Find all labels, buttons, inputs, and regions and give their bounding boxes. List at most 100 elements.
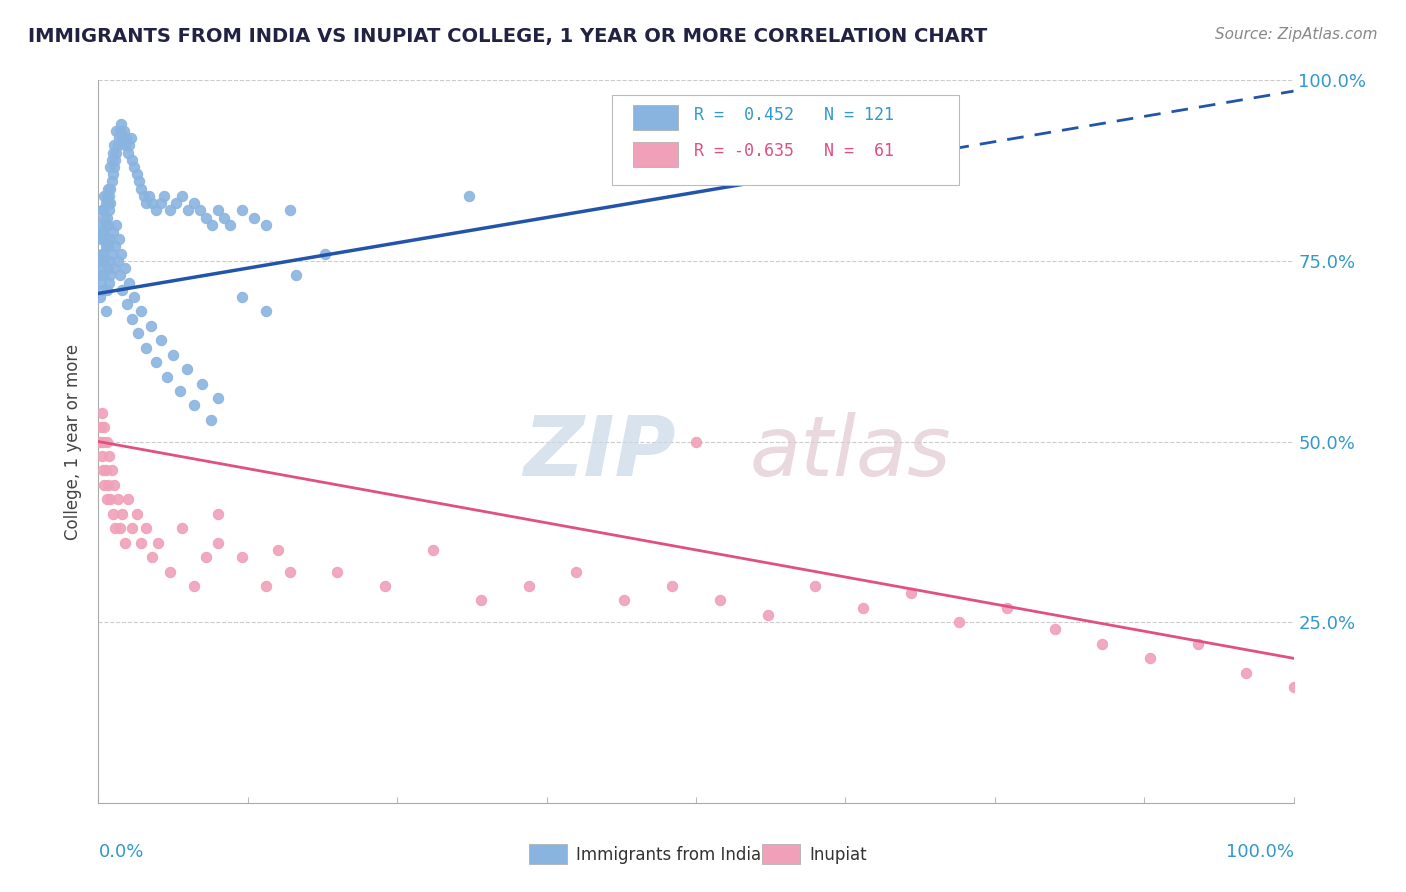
Point [117, 145, 139, 160]
Point [131, 304, 153, 318]
Point [98, 189, 121, 203]
Point [96, 211, 118, 225]
Point [98, 232, 122, 246]
Point [93, 478, 115, 492]
Point [105, 218, 128, 232]
Point [172, 189, 194, 203]
Point [103, 478, 125, 492]
Point [165, 196, 187, 211]
Point [470, 593, 492, 607]
Point [89, 434, 111, 449]
Text: IMMIGRANTS FROM INDIA VS INUPIAT COLLEGE, 1 YEAR OR MORE CORRELATION CHART: IMMIGRANTS FROM INDIA VS INUPIAT COLLEGE… [28, 27, 987, 45]
Text: Source: ZipAtlas.com: Source: ZipAtlas.com [1215, 27, 1378, 42]
Point [110, 117, 132, 131]
Point [254, 579, 277, 593]
Point [96, 189, 118, 203]
Point [231, 203, 253, 218]
Point [201, 218, 224, 232]
Text: Inupiat: Inupiat [810, 846, 868, 863]
Point [104, 239, 127, 253]
Point [101, 145, 124, 160]
Point [104, 153, 127, 167]
Point [93, 420, 115, 434]
Point [565, 565, 588, 579]
Point [91, 406, 114, 420]
Point [98, 276, 121, 290]
Point [94, 304, 117, 318]
Point [177, 203, 200, 218]
Point [100, 153, 122, 167]
Point [1234, 665, 1257, 680]
Bar [633, 105, 678, 130]
Point [231, 290, 253, 304]
Point [90, 420, 112, 434]
Point [100, 246, 122, 260]
Point [145, 203, 167, 218]
Text: 0.0%: 0.0% [98, 843, 143, 861]
Point [135, 196, 157, 211]
Point [756, 607, 779, 622]
Point [114, 261, 136, 276]
Point [117, 492, 139, 507]
Point [115, 297, 138, 311]
Point [153, 189, 176, 203]
Point [104, 521, 127, 535]
Point [254, 218, 277, 232]
Point [207, 507, 229, 521]
Point [101, 167, 124, 181]
Point [93, 211, 115, 225]
Point [138, 189, 160, 203]
Point [90, 218, 112, 232]
Point [162, 348, 184, 362]
Point [212, 211, 235, 225]
Point [91, 246, 114, 260]
Text: R = -0.635   N =  61: R = -0.635 N = 61 [693, 142, 894, 160]
Point [97, 239, 120, 253]
Point [254, 304, 277, 318]
Point [94, 218, 117, 232]
Point [94, 463, 117, 477]
Point [98, 203, 121, 218]
Text: atlas: atlas [749, 412, 952, 493]
Point [90, 276, 112, 290]
Point [315, 246, 337, 260]
Point [91, 449, 114, 463]
Point [191, 376, 214, 391]
Point [1139, 651, 1161, 665]
Point [422, 542, 444, 557]
Point [100, 174, 122, 188]
Point [97, 218, 120, 232]
Point [111, 131, 134, 145]
Point [94, 239, 117, 253]
Point [141, 550, 163, 565]
FancyBboxPatch shape [613, 95, 959, 185]
Point [1091, 637, 1114, 651]
Point [110, 246, 132, 260]
Point [169, 384, 191, 398]
Point [243, 211, 266, 225]
Point [118, 138, 141, 153]
Point [114, 138, 136, 153]
Point [121, 153, 143, 167]
Point [284, 268, 307, 283]
Point [995, 600, 1018, 615]
Point [709, 593, 731, 607]
Text: Immigrants from India: Immigrants from India [576, 846, 762, 863]
Point [111, 507, 134, 521]
Point [94, 196, 117, 211]
Point [219, 218, 242, 232]
Point [132, 189, 155, 203]
Point [112, 124, 135, 138]
Point [91, 203, 114, 218]
Point [207, 391, 229, 405]
Point [97, 261, 120, 276]
Text: R =  0.452   N = 121: R = 0.452 N = 121 [693, 105, 894, 124]
Point [139, 318, 162, 333]
Point [135, 341, 157, 355]
Point [107, 253, 129, 268]
Point [108, 521, 131, 535]
Point [685, 434, 707, 449]
Point [101, 225, 124, 239]
Point [114, 535, 136, 549]
Point [159, 203, 181, 218]
